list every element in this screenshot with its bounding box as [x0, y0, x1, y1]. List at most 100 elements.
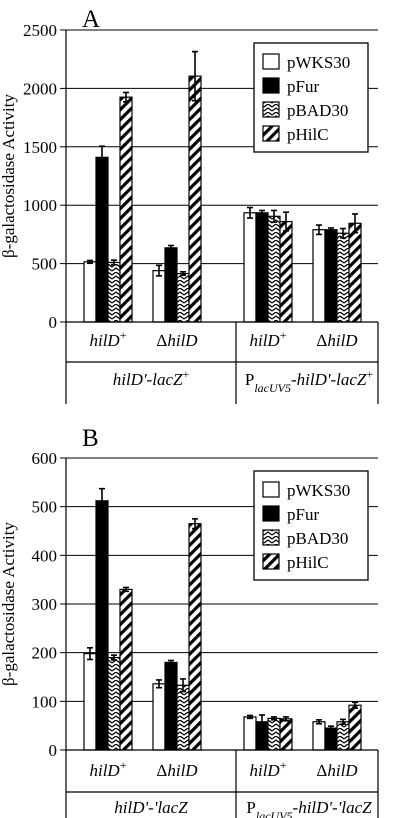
bar-philc-1 [119, 588, 133, 751]
error-bar [259, 209, 265, 216]
category-label: ΔhilD [156, 331, 198, 350]
error-bar [111, 654, 117, 661]
error-bar [87, 259, 93, 265]
error-bar [192, 518, 198, 530]
bar-pfur-1 [95, 500, 109, 751]
error-bar [111, 259, 117, 266]
legend-label: pBAD30 [287, 101, 348, 120]
bar-pwks30-1 [83, 261, 97, 323]
bar-pfur-3 [255, 212, 269, 323]
bar-pwks30-2 [152, 683, 166, 751]
bar-pbad30-2 [176, 272, 190, 323]
error-bar [328, 227, 334, 232]
category-label: hilD+ [249, 328, 286, 350]
chart-panel-b: B 0 100 200 300 400 500 600 β-galactosidase Acti… [0, 425, 379, 818]
y-tick-label: 100 [32, 692, 58, 711]
chart-panel-a: A 0 500 1000 1500 2000 2500 β-galactosidase Act… [0, 6, 379, 404]
y-tick-label: 1500 [23, 138, 57, 157]
panel-letter: A [82, 6, 100, 33]
bar-pbad30-3 [267, 717, 281, 751]
legend-swatch-pbad30 [262, 529, 280, 546]
error-bar [123, 91, 129, 103]
y-tick-label: 2000 [23, 79, 57, 98]
legend-swatch-pwks30 [262, 53, 280, 70]
error-bar [352, 701, 358, 709]
bar-pwks30-3 [243, 212, 257, 323]
legend-label: pHilC [287, 125, 329, 144]
error-bar [247, 206, 253, 219]
error-bar [259, 714, 265, 729]
bar-pfur-2 [164, 661, 178, 751]
error-bar [87, 646, 93, 661]
error-bar [316, 719, 322, 725]
error-bar [180, 678, 186, 693]
category-label: ΔhilD [156, 761, 198, 780]
error-bar [340, 227, 346, 239]
error-bar [192, 50, 198, 102]
construct-label: hilD'-lacZ+ [113, 367, 190, 389]
y-tick-label: 600 [32, 449, 58, 468]
error-bar [283, 211, 289, 232]
bar-pbad30-3 [267, 215, 281, 323]
bar-philc-3 [279, 220, 293, 323]
y-tick-label: 400 [32, 546, 58, 565]
bar-philc-1 [119, 96, 133, 323]
bar-pwks30-2 [152, 270, 166, 323]
y-tick-label: 1000 [23, 196, 57, 215]
legend-swatch-pfur [262, 505, 280, 522]
legend-swatch-pwks30 [262, 481, 280, 498]
legend-label: pWKS30 [287, 481, 350, 500]
construct-label: PlacUV5-hilD'-'lacZ [246, 798, 372, 818]
legend-label: pWKS30 [287, 53, 350, 72]
error-bar [168, 659, 174, 665]
legend-swatch-pfur [262, 77, 280, 94]
error-bar [156, 679, 162, 689]
category-label: hilD+ [89, 758, 126, 780]
y-tick-label: 500 [32, 255, 58, 274]
error-bar [271, 209, 277, 223]
error-bar [99, 487, 105, 513]
legend-swatch-pbad30 [262, 101, 280, 118]
error-bar [247, 714, 253, 720]
legend-label: pBAD30 [287, 529, 348, 548]
bar-pwks30-3 [243, 716, 257, 751]
legend-swatch-philc [262, 125, 280, 142]
construct-label: hilD'-'lacZ [114, 798, 188, 817]
bar-pbad30-4 [336, 232, 350, 323]
panel-letter: B [82, 425, 99, 452]
y-tick-label: 2500 [23, 21, 57, 40]
legend: pWKS30 pFur pBAD30 pHilC [253, 42, 369, 153]
bar-philc-4 [348, 704, 362, 751]
category-label: hilD+ [249, 758, 286, 780]
error-bar [340, 718, 346, 726]
category-label: hilD+ [89, 328, 126, 350]
bar-pbad30-4 [336, 721, 350, 751]
bar-philc-3 [279, 718, 293, 751]
bar-pfur-4 [324, 229, 338, 323]
error-bar [283, 716, 289, 722]
construct-label: PlacUV5-hilD'-lacZ+ [245, 367, 374, 395]
bar-pwks30-4 [312, 229, 326, 323]
error-bar [168, 244, 174, 251]
bar-pbad30-1 [107, 261, 121, 323]
bar-pfur-1 [95, 156, 109, 323]
bar-pfur-2 [164, 247, 178, 323]
legend-label: pFur [287, 505, 319, 524]
category-label: ΔhilD [316, 761, 358, 780]
error-bar [156, 264, 162, 277]
legend-label: pFur [287, 77, 319, 96]
bar-philc-2 [188, 523, 202, 751]
category-label: ΔhilD [316, 331, 358, 350]
error-bar [123, 586, 129, 593]
error-bar [316, 224, 322, 236]
legend: pWKS30 pFur pBAD30 pHilC [253, 470, 369, 581]
error-bar [99, 145, 105, 169]
legend-swatch-philc [262, 553, 280, 570]
bar-philc-2 [188, 75, 202, 323]
y-tick-label: 0 [49, 741, 58, 760]
error-bar [352, 213, 358, 234]
y-tick-label: 0 [49, 313, 58, 332]
y-tick-label: 300 [32, 595, 58, 614]
error-bar [180, 270, 186, 277]
error-bar [271, 716, 277, 721]
